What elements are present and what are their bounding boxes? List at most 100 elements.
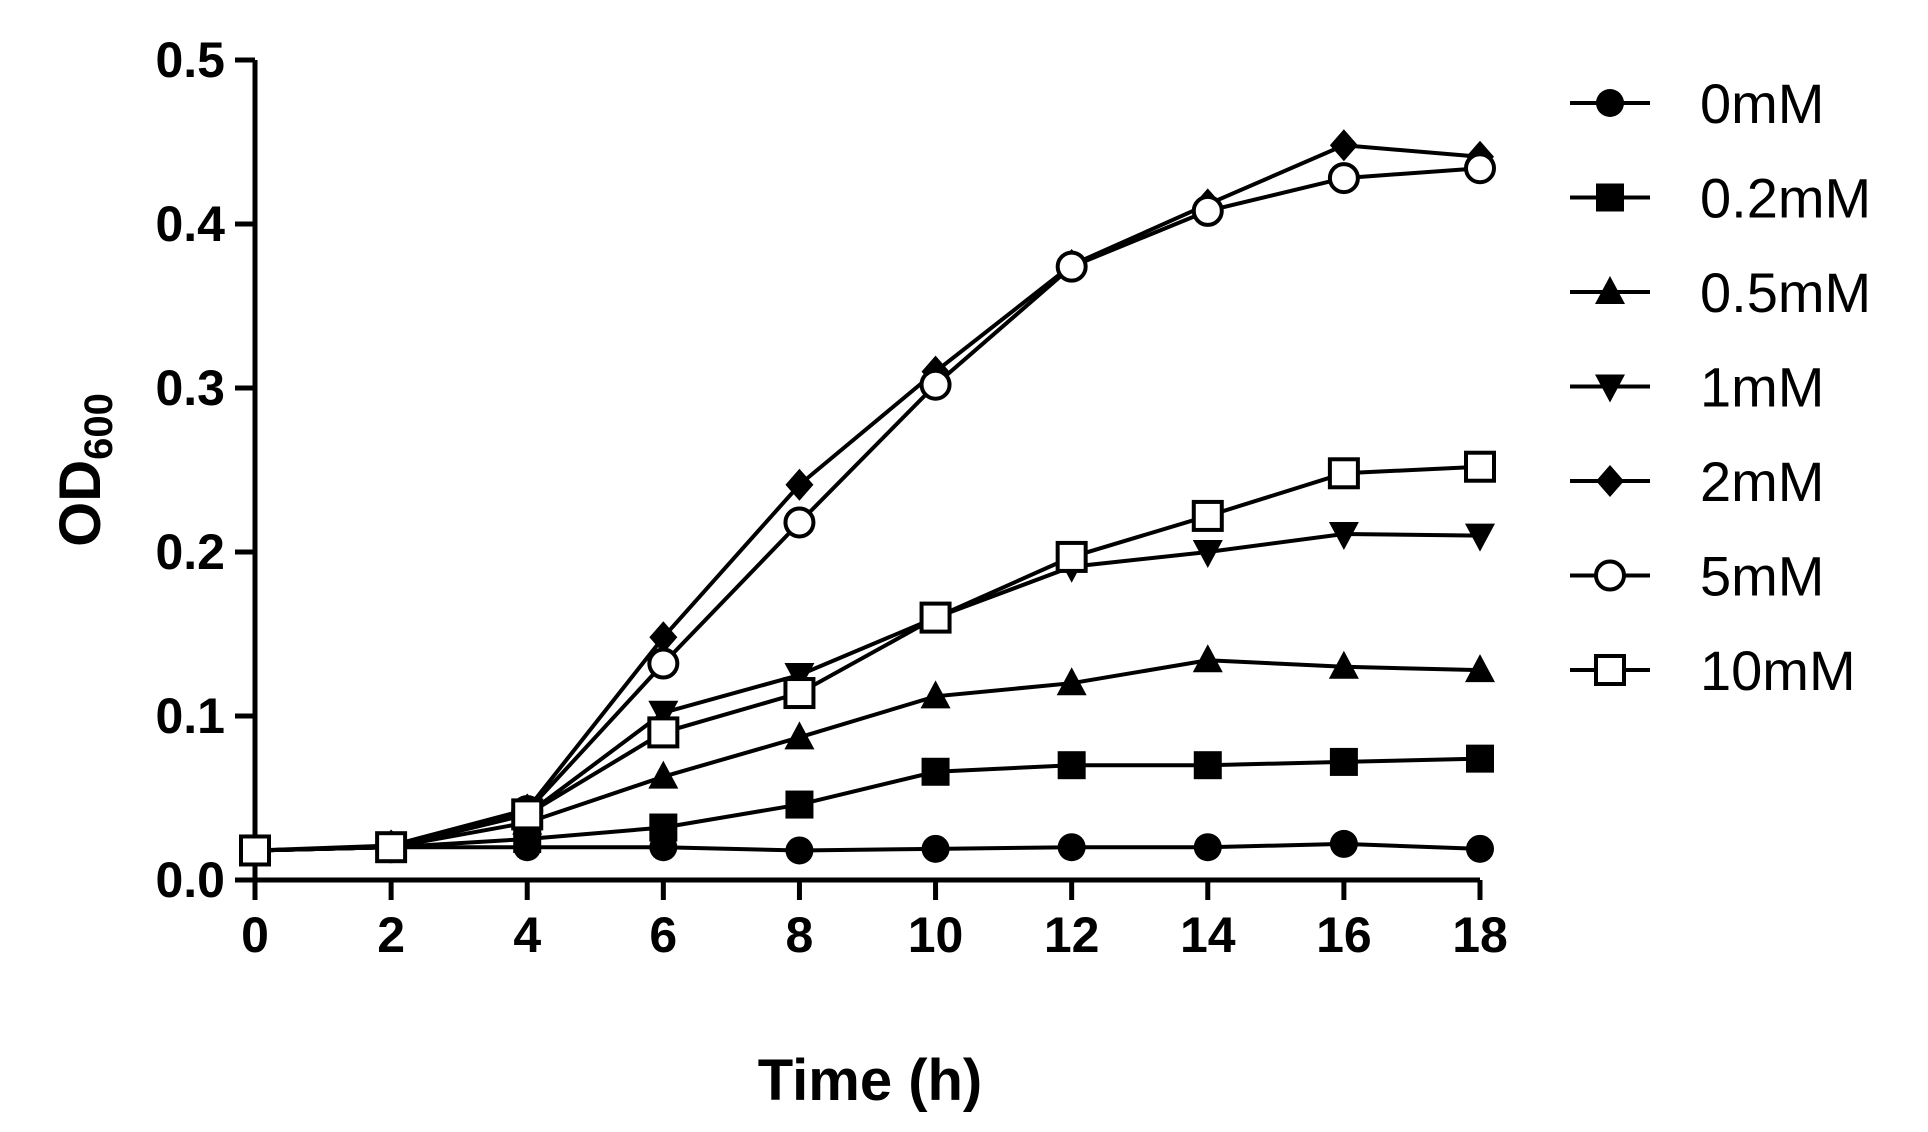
x-tick-label: 14 — [1180, 907, 1236, 963]
data-point-0-2mm — [1193, 751, 1222, 780]
y-tick-label: 0.3 — [155, 360, 225, 416]
y-tick-label: 0.2 — [155, 524, 225, 580]
data-point-10mm — [647, 716, 680, 749]
data-point-1mm — [648, 700, 679, 729]
legend-marker-0-5mm — [1595, 276, 1625, 304]
x-tick-label: 2 — [377, 907, 405, 963]
data-point-0-2mm — [1057, 751, 1086, 780]
y-tick-label: 0.1 — [155, 688, 225, 744]
legend-marker-5mm — [1594, 559, 1626, 592]
legend: 0mM 0.2mM 0.5mM 1mM 2mM 5mM 10mM — [1570, 72, 1871, 702]
series-line-0-2mm — [254, 756, 1481, 853]
x-tick-label: 10 — [908, 907, 964, 963]
series-1mm — [240, 521, 1495, 867]
data-point-0mm — [921, 834, 950, 863]
data-point-0-2mm — [1329, 747, 1358, 776]
series-5mm — [239, 152, 1496, 867]
data-point-10mm — [375, 831, 408, 864]
legend-label: 2mM — [1700, 450, 1824, 513]
data-point-0-2mm — [649, 813, 678, 842]
data-point-0-2mm — [785, 790, 814, 819]
series-line-1mm — [254, 531, 1481, 853]
legend-label: 0mM — [1700, 72, 1824, 135]
data-point-0-5mm — [1465, 654, 1495, 683]
data-point-0mm — [785, 836, 814, 865]
data-point-0-5mm — [784, 721, 815, 750]
data-point-10mm — [1327, 457, 1360, 490]
y-axis-title: OD600 — [48, 393, 121, 547]
series-line-10mm — [254, 464, 1481, 853]
data-point-0mm — [1193, 833, 1222, 862]
data-point-5mm — [1055, 250, 1088, 283]
data-point-5mm — [1327, 162, 1360, 195]
x-tick-label: 12 — [1044, 907, 1100, 963]
legend-item-0-5mm: 0.5mM — [1570, 261, 1871, 324]
legend-marker-0mm — [1596, 89, 1624, 117]
data-point-0-2mm — [1466, 744, 1494, 773]
data-point-2mm — [785, 468, 814, 501]
legend-label: 0.5mM — [1700, 261, 1871, 324]
data-point-10mm — [1191, 499, 1224, 532]
data-point-10mm — [919, 601, 952, 634]
legend-item-2mm: 2mM — [1570, 450, 1824, 513]
axes: 0 2 4 6 8 10 12 14 16 18 0.0 0.1 0.2 0.3 0.4 0.5 — [155, 32, 1507, 963]
legend-marker-1mm — [1595, 374, 1625, 403]
data-point-1mm — [1465, 523, 1495, 552]
series-10mm — [239, 450, 1496, 867]
legend-item-5mm: 5mM — [1570, 545, 1824, 608]
data-point-5mm — [1191, 194, 1224, 227]
x-tick-label: 6 — [649, 907, 677, 963]
data-point-2mm — [1329, 129, 1358, 162]
data-point-0mm — [1466, 834, 1494, 863]
legend-item-0-2mm: 0.2mM — [1570, 167, 1871, 230]
data-point-5mm — [919, 368, 952, 401]
series-0-5mm — [240, 644, 1495, 863]
series-line-0mm — [254, 841, 1481, 853]
data-point-0-2mm — [921, 757, 950, 786]
series-layer — [239, 129, 1496, 867]
legend-item-0mm: 0mM — [1570, 72, 1824, 135]
data-point-2mm — [649, 621, 678, 654]
series-line-5mm — [254, 166, 1481, 853]
data-point-0-5mm — [1056, 667, 1087, 696]
legend-label: 10mM — [1700, 639, 1856, 702]
x-tick-label: 8 — [786, 907, 814, 963]
data-point-0-5mm — [1192, 644, 1223, 673]
data-point-1mm — [784, 663, 815, 691]
data-point-10mm — [783, 677, 816, 710]
data-point-0-5mm — [648, 760, 679, 789]
legend-label: 0.2mM — [1700, 167, 1871, 230]
series-line-0-5mm — [254, 658, 1481, 853]
series-line-2mm — [254, 143, 1481, 853]
y-tick-label: 0.4 — [155, 196, 225, 252]
x-tick-label: 4 — [513, 907, 541, 963]
data-point-1mm — [1192, 540, 1223, 568]
data-point-10mm — [511, 798, 544, 831]
data-point-1mm — [1328, 521, 1359, 550]
y-tick-label: 0.5 — [155, 32, 225, 88]
legend-marker-2mm — [1596, 465, 1624, 497]
data-point-5mm — [647, 647, 680, 680]
data-point-10mm — [1055, 540, 1088, 573]
series-2mm — [241, 129, 1494, 867]
y-tick-label: 0.0 — [155, 852, 225, 908]
x-tick-label: 16 — [1316, 907, 1372, 963]
legend-item-1mm: 1mM — [1570, 356, 1824, 419]
x-tick-label: 0 — [241, 907, 269, 963]
data-point-0-5mm — [920, 680, 951, 709]
x-tick-label: 18 — [1452, 907, 1508, 963]
data-point-10mm — [239, 834, 271, 867]
legend-marker-0-2mm — [1596, 183, 1624, 212]
legend-marker-10mm — [1594, 654, 1626, 686]
data-point-10mm — [1464, 450, 1496, 483]
legend-label: 1mM — [1700, 356, 1824, 419]
y-axis-title-subscript: 600 — [77, 393, 121, 460]
data-point-5mm — [783, 506, 816, 539]
y-axis-title-main: OD — [48, 460, 113, 547]
data-point-0mm — [1057, 833, 1086, 862]
data-point-0-5mm — [1328, 650, 1359, 679]
legend-label: 5mM — [1700, 545, 1824, 608]
legend-item-10mm: 10mM — [1570, 639, 1856, 702]
x-axis-title: Time (h) — [758, 1048, 983, 1113]
